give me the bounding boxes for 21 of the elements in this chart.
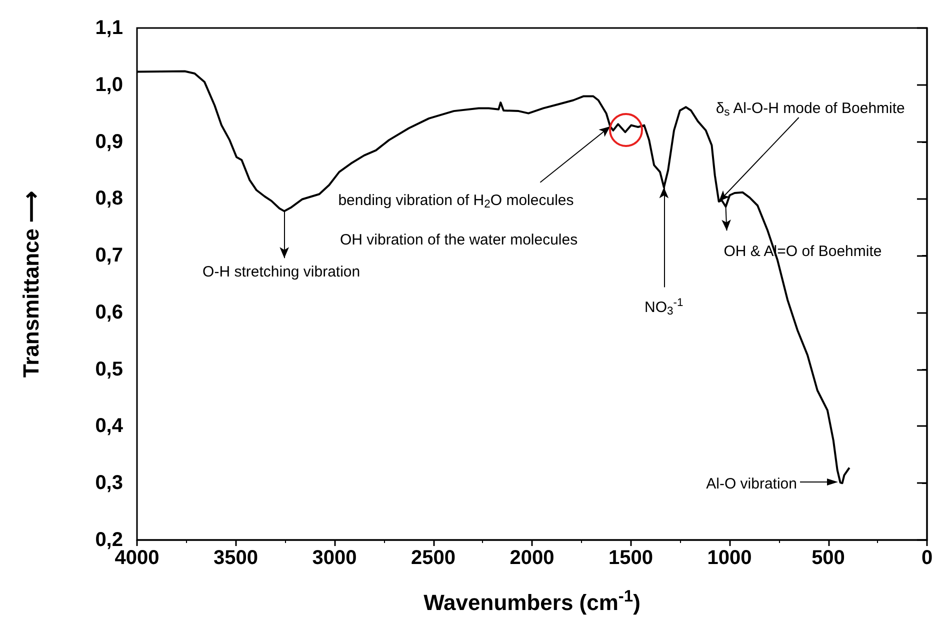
- x-tick-label: 500: [812, 547, 845, 569]
- x-tick-label: 2500: [411, 547, 456, 569]
- x-tick-label: 1500: [608, 547, 653, 569]
- x-tick-label: 3000: [312, 547, 357, 569]
- y-tick-label: 0,6: [95, 301, 123, 324]
- x-tick-label: 0: [921, 547, 933, 569]
- y-tick-label: 0,3: [95, 472, 123, 494]
- y-tick-label: 0,7: [95, 244, 123, 267]
- annotation: OH vibration of the water molecules: [340, 232, 578, 248]
- y-axis-title: Transmittance ⟶: [18, 190, 44, 378]
- y-tick-label: 0,4: [95, 415, 124, 438]
- annotation: O-H stretching vibration: [202, 264, 360, 281]
- annotation: Al-O vibration: [706, 476, 797, 492]
- x-tick-label: 1000: [707, 547, 752, 569]
- x-tick-label: 2000: [510, 547, 554, 569]
- y-tick-label: 1,0: [95, 74, 123, 96]
- y-tick-label: 0,9: [95, 130, 123, 153]
- y-tick-label: 1,1: [95, 17, 123, 39]
- x-tick-label: 3500: [214, 547, 258, 569]
- y-tick-label: 0,5: [95, 358, 123, 380]
- y-tick-label: 0,8: [95, 188, 123, 210]
